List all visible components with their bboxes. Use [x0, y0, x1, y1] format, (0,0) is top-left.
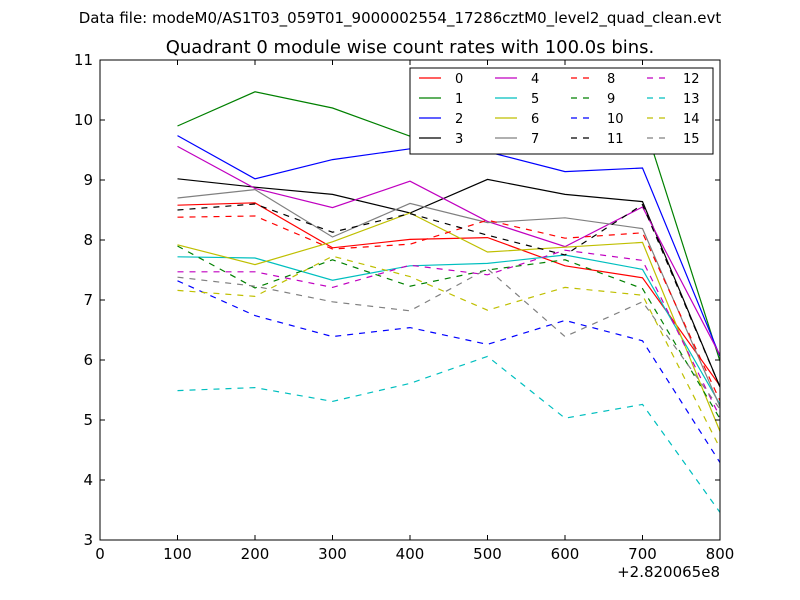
series-line-15 — [177, 268, 721, 410]
x-tick-label: 500 — [473, 545, 502, 563]
series-line-3 — [177, 178, 721, 388]
x-tick-label: 400 — [396, 545, 425, 563]
legend-label-8: 8 — [607, 72, 615, 87]
chart-title: Quadrant 0 module wise count rates with … — [166, 37, 655, 58]
legend-label-10: 10 — [607, 112, 624, 127]
legend-label-12: 12 — [683, 72, 700, 87]
y-tick-label: 3 — [83, 531, 93, 549]
y-tick-label: 8 — [83, 231, 93, 249]
legend-label-9: 9 — [607, 92, 615, 107]
x-tick-label: 800 — [706, 545, 735, 563]
legend-label-15: 15 — [683, 132, 700, 147]
legend-label-5: 5 — [531, 92, 539, 107]
x-tick-label: 0 — [95, 545, 105, 563]
legend-label-3: 3 — [455, 132, 463, 147]
legend-label-4: 4 — [531, 72, 539, 87]
figure-suptitle: Data file: modeM0/AS1T03_059T01_90000025… — [79, 9, 722, 28]
legend-label-7: 7 — [531, 132, 539, 147]
y-tick-label: 11 — [74, 51, 93, 69]
series-line-2 — [177, 135, 721, 357]
x-tick-label: 600 — [551, 545, 580, 563]
legend-label-13: 13 — [683, 92, 700, 107]
series-line-14 — [177, 255, 721, 449]
y-tick-label: 6 — [83, 351, 93, 369]
y-tick-label: 10 — [74, 111, 93, 129]
x-axis-offset-label: +2.820065e8 — [617, 563, 720, 581]
legend-label-2: 2 — [455, 112, 463, 127]
x-tick-label: 700 — [628, 545, 657, 563]
y-tick-label: 7 — [83, 291, 93, 309]
y-tick-label: 5 — [83, 411, 93, 429]
legend-label-0: 0 — [455, 72, 463, 87]
legend-label-14: 14 — [683, 112, 700, 127]
series-line-5 — [177, 254, 721, 405]
x-tick-label: 200 — [241, 545, 270, 563]
series-line-9 — [177, 245, 721, 420]
y-tick-label: 4 — [83, 471, 93, 489]
series-line-0 — [177, 202, 721, 387]
series-line-10 — [177, 280, 721, 463]
legend-label-1: 1 — [455, 92, 463, 107]
series-line-13 — [177, 355, 721, 513]
series-line-12 — [177, 249, 721, 418]
series-line-7 — [177, 188, 721, 408]
legend-label-6: 6 — [531, 112, 539, 127]
series-line-6 — [177, 212, 721, 432]
x-tick-label: 300 — [318, 545, 347, 563]
legend-label-11: 11 — [607, 132, 624, 147]
series-line-11 — [177, 203, 721, 388]
y-tick-label: 9 — [83, 171, 93, 189]
series-line-8 — [177, 215, 721, 402]
legend-box — [409, 67, 714, 155]
x-tick-label: 100 — [163, 545, 192, 563]
series-line-4 — [177, 145, 721, 356]
